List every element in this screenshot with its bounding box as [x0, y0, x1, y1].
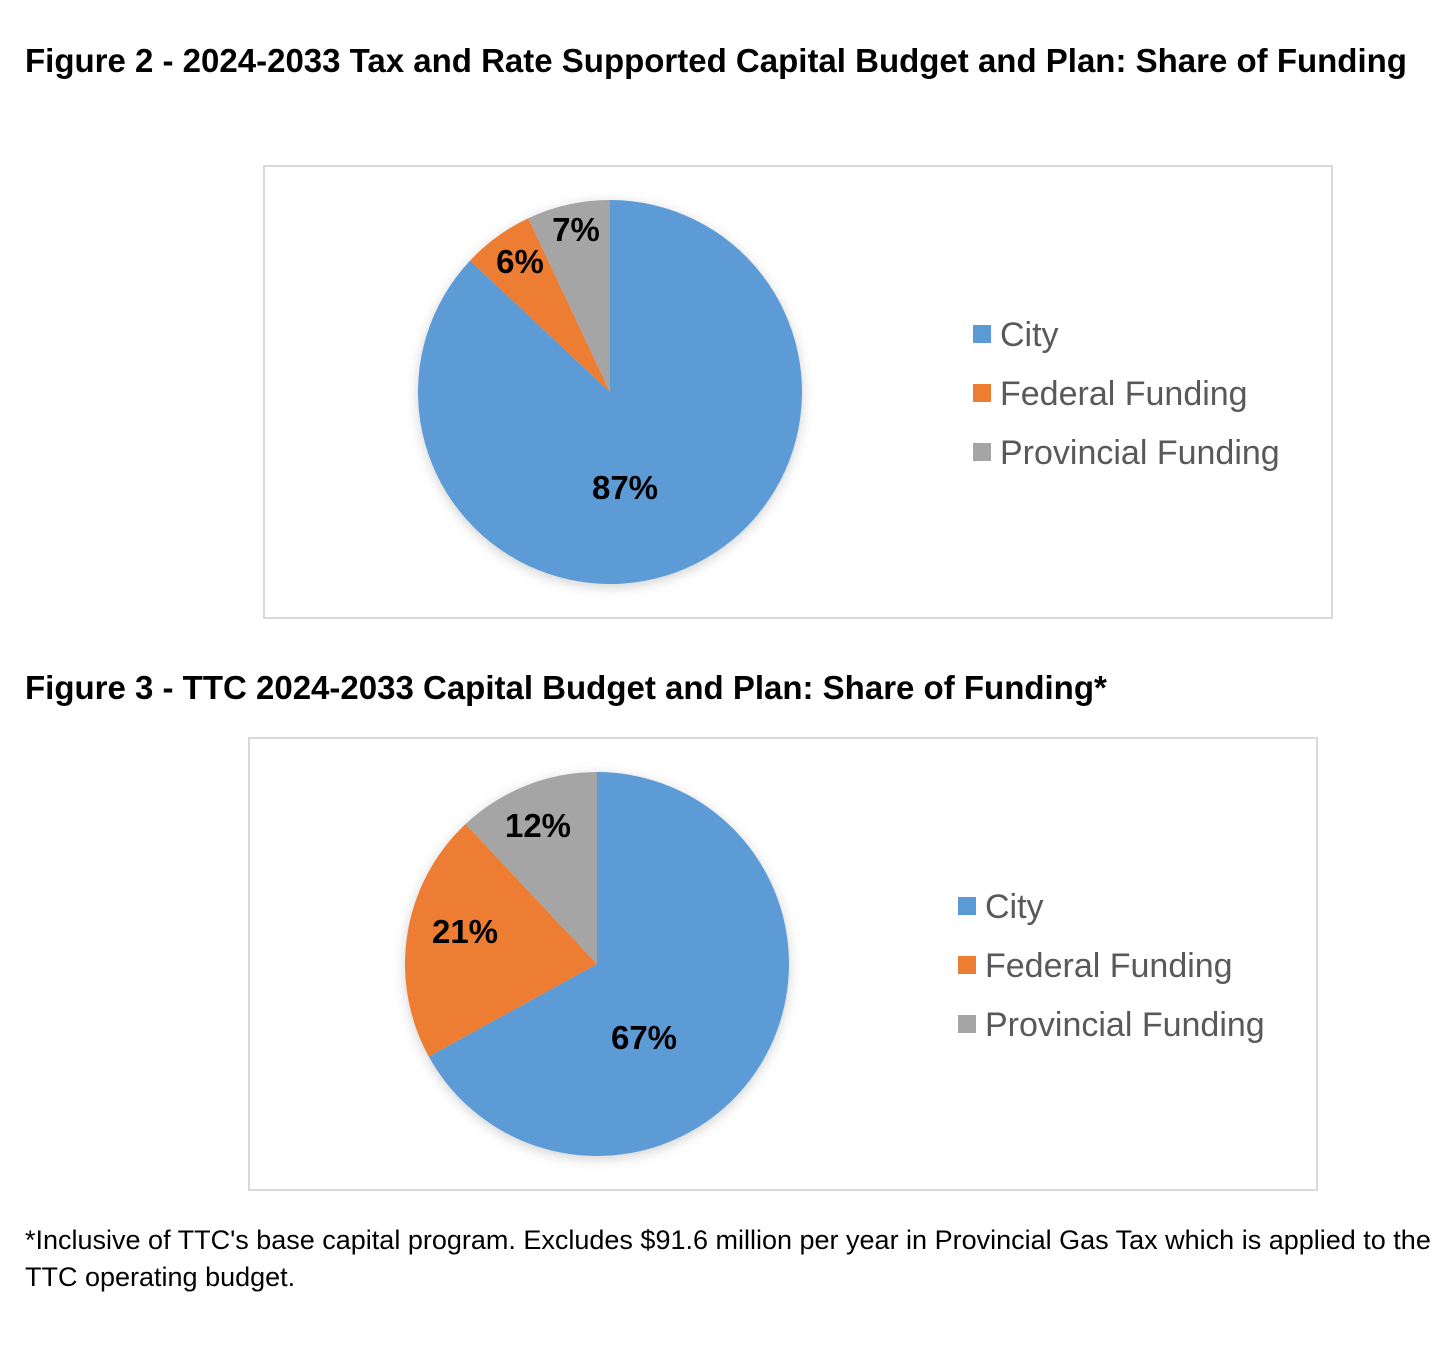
- fig3-legend-swatch-provincial: [958, 1015, 976, 1033]
- fig3-legend-label-federal: Federal Funding: [985, 947, 1233, 985]
- figure-3-chart: 67% 21% 12% City Federal Funding Provincial F…: [248, 737, 1318, 1191]
- figure-2-pie-svg: 87% 6%7% City Federal Funding Provincial Fun…: [418, 200, 1280, 584]
- fig2-legend-swatch-provincial: [973, 443, 991, 461]
- figure-2-chart: 87% 6% 7% City Federal Funding Provincial Fun…: [263, 165, 1333, 619]
- fig2-legend-swatch-federal: [973, 384, 991, 402]
- fig2-legend-label-provincial: Provincial Funding: [1000, 434, 1280, 472]
- fig2-slice-provincial: [528, 200, 610, 392]
- fig2-label-city: 87%: [592, 469, 658, 506]
- fig2-legend-label-city: City: [1000, 316, 1059, 354]
- fig2-label-federal: 6%: [496, 243, 544, 280]
- fig3-label-provincial: 12%: [505, 807, 571, 844]
- footnote: *Inclusive of TTC's base capital program…: [25, 1225, 1431, 1292]
- fig3-label-city: 67%: [611, 1019, 677, 1056]
- fig3-legend-label-city: City: [985, 888, 1044, 926]
- figure-3-pie-svg: 67% 21% 12% City Federal Funding Provincial F…: [405, 772, 1265, 1156]
- fig2-pie-slices: [418, 200, 803, 584]
- fig3-legend-swatch-city: [958, 897, 976, 915]
- figure-3-title: Figure 3 - TTC 2024-2033 Capital Budget …: [25, 669, 1107, 706]
- figure-2-title: Figure 2 - 2024-2033 Tax and Rate Suppor…: [25, 42, 1407, 79]
- fig3-legend-swatch-federal: [958, 956, 976, 974]
- fig2-slice-city: [418, 200, 803, 584]
- fig3-label-federal: 21%: [432, 913, 498, 950]
- fig2-label-provincial: 7%: [552, 211, 600, 248]
- fig3-slice-federal: [405, 824, 597, 1057]
- fig2-slice-federal: [470, 218, 610, 392]
- fig2-legend-label-federal: Federal Funding: [1000, 375, 1248, 413]
- fig3-pie-slices: [405, 772, 789, 1156]
- fig2-legend-swatch-city: [973, 325, 991, 343]
- fig3-slice-provincial: [465, 772, 597, 964]
- fig3-slice-city: [428, 772, 789, 1156]
- fig3-legend-label-provincial: Provincial Funding: [985, 1006, 1265, 1044]
